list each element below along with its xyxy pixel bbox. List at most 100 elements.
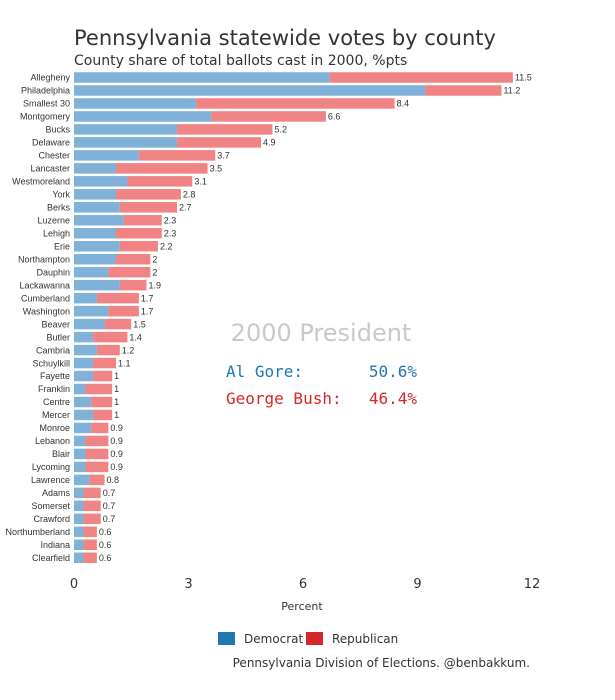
category-label-lebanon: Lebanon xyxy=(35,436,70,446)
category-label-washington: Washington xyxy=(23,306,70,316)
category-label-somerset: Somerset xyxy=(31,501,70,511)
total-label-monroe: 0.9 xyxy=(110,423,123,433)
total-label-cumberland: 1.7 xyxy=(141,293,154,303)
bar-democrat-butler xyxy=(74,331,94,343)
bar-republican-centre xyxy=(91,396,113,408)
category-label-beaver: Beaver xyxy=(41,319,70,329)
bar-republican-berks xyxy=(119,202,178,213)
category-label-erie: Erie xyxy=(54,241,70,251)
total-label-northumberland: 0.6 xyxy=(99,527,112,537)
total-label-blair: 0.9 xyxy=(110,449,123,459)
bar-democrat-allegheny xyxy=(74,72,330,83)
annotation-heading: 2000 President xyxy=(231,319,412,347)
bar-democrat-washington xyxy=(74,305,109,317)
bar-democrat-york xyxy=(74,189,116,200)
category-label-allegheny: Allegheny xyxy=(30,73,70,83)
bar-democrat-lackawanna xyxy=(74,279,120,291)
bar-republican-northumberland xyxy=(83,526,97,538)
total-label-adams: 0.7 xyxy=(103,488,116,498)
bar-republican-luzerne xyxy=(123,215,162,226)
category-label-berks: Berks xyxy=(47,203,71,213)
annotation-label-bush: George Bush: xyxy=(226,389,342,408)
legend-label-democrat: Democrat xyxy=(244,632,304,646)
bar-republican-york xyxy=(115,189,181,200)
bar-democrat-schuylkill xyxy=(74,357,94,369)
category-label-lehigh: Lehigh xyxy=(43,228,70,238)
total-label-philadelphia: 11.2 xyxy=(503,86,520,96)
category-labels: Allegheny Philadelphia Smallest 30 Montgome… xyxy=(5,73,70,563)
bar-democrat-blair xyxy=(74,448,86,460)
bar-democrat-westmoreland xyxy=(74,176,128,187)
bar-republican-crawford xyxy=(83,513,101,525)
category-label-york: York xyxy=(52,190,70,200)
bar-democrat-somerset xyxy=(74,500,84,512)
total-label-lehigh: 2.3 xyxy=(164,228,177,238)
bar-democrat-centre xyxy=(74,396,92,408)
bar-democrat-mercer xyxy=(74,409,94,421)
category-label-lawrence: Lawrence xyxy=(31,475,70,485)
bar-republican-erie xyxy=(119,240,158,252)
annotation-row-gore: Al Gore: 50.6% xyxy=(226,362,417,381)
total-label-washington: 1.7 xyxy=(141,306,154,316)
bar-republican-westmoreland xyxy=(127,176,193,187)
bar-democrat-adams xyxy=(74,487,84,499)
annotation-row-bush: George Bush: 46.4% xyxy=(226,389,417,408)
total-label-franklin: 1 xyxy=(114,384,119,394)
category-label-cumberland: Cumberland xyxy=(21,293,70,303)
x-tick-6: 6 xyxy=(299,577,307,592)
total-label-westmoreland: 3.1 xyxy=(194,177,207,187)
category-label-fayette: Fayette xyxy=(40,371,70,381)
x-tick-0: 0 xyxy=(70,577,78,592)
bar-republican-indiana xyxy=(83,539,97,551)
bar-republican-somerset xyxy=(83,500,101,512)
bar-republican-franklin xyxy=(85,383,113,395)
bar-democrat-luzerne xyxy=(74,215,124,226)
bars-layer xyxy=(74,72,513,564)
bar-republican-lackawanna xyxy=(119,279,147,291)
category-label-bucks: Bucks xyxy=(45,125,70,135)
source-note: Pennsylvania Division of Elections. @ben… xyxy=(233,656,530,670)
category-label-monroe: Monroe xyxy=(39,423,70,433)
total-label-chester: 3.7 xyxy=(217,151,230,161)
bar-democrat-fayette xyxy=(74,370,94,382)
total-label-lycoming: 0.9 xyxy=(110,462,123,472)
total-label-schuylkill: 1.1 xyxy=(118,358,131,368)
category-label-blair: Blair xyxy=(52,449,70,459)
bar-republican-clearfield xyxy=(83,552,97,564)
bar-republican-schuylkill xyxy=(93,357,116,369)
bar-republican-montgomery xyxy=(211,111,326,122)
total-label-northampton: 2 xyxy=(152,254,157,264)
bar-democrat-northumberland xyxy=(74,526,84,538)
total-label-luzerne: 2.3 xyxy=(164,215,177,225)
bar-democrat-lancaster xyxy=(74,163,116,174)
bar-republican-lawrence xyxy=(89,474,105,486)
total-label-crawford: 0.7 xyxy=(103,514,116,524)
total-label-dauphin: 2 xyxy=(152,267,157,277)
bar-republican-chester xyxy=(138,150,216,161)
bar-democrat-lycoming xyxy=(74,461,86,473)
bar-democrat-bucks xyxy=(74,124,178,135)
category-label-delaware: Delaware xyxy=(32,138,70,148)
bar-republican-philadelphia xyxy=(425,85,502,96)
x-axis-ticks: 0 3 6 9 12 xyxy=(70,577,540,592)
bar-democrat-cambria xyxy=(74,344,97,356)
bar-republican-cumberland xyxy=(96,292,139,304)
total-label-berks: 2.7 xyxy=(179,203,192,213)
total-label-lancaster: 3.5 xyxy=(210,164,223,174)
total-label-cambria: 1.2 xyxy=(122,345,135,355)
bar-republican-lehigh xyxy=(115,228,162,239)
category-label-franklin: Franklin xyxy=(38,384,70,394)
x-tick-12: 12 xyxy=(524,577,541,592)
legend-label-republican: Republican xyxy=(332,632,398,646)
total-label-erie: 2.2 xyxy=(160,241,173,251)
bar-democrat-montgomery xyxy=(74,111,212,122)
total-label-somerset: 0.7 xyxy=(103,501,116,511)
category-label-butler: Butler xyxy=(46,332,70,342)
category-label-smallest-30: Smallest 30 xyxy=(23,99,70,109)
category-label-montgomery: Montgomery xyxy=(20,112,71,122)
bar-democrat-northampton xyxy=(74,253,116,265)
x-axis-label: Percent xyxy=(281,600,323,613)
bar-republican-dauphin xyxy=(108,266,151,278)
annotation-value-bush: 46.4% xyxy=(369,389,418,408)
